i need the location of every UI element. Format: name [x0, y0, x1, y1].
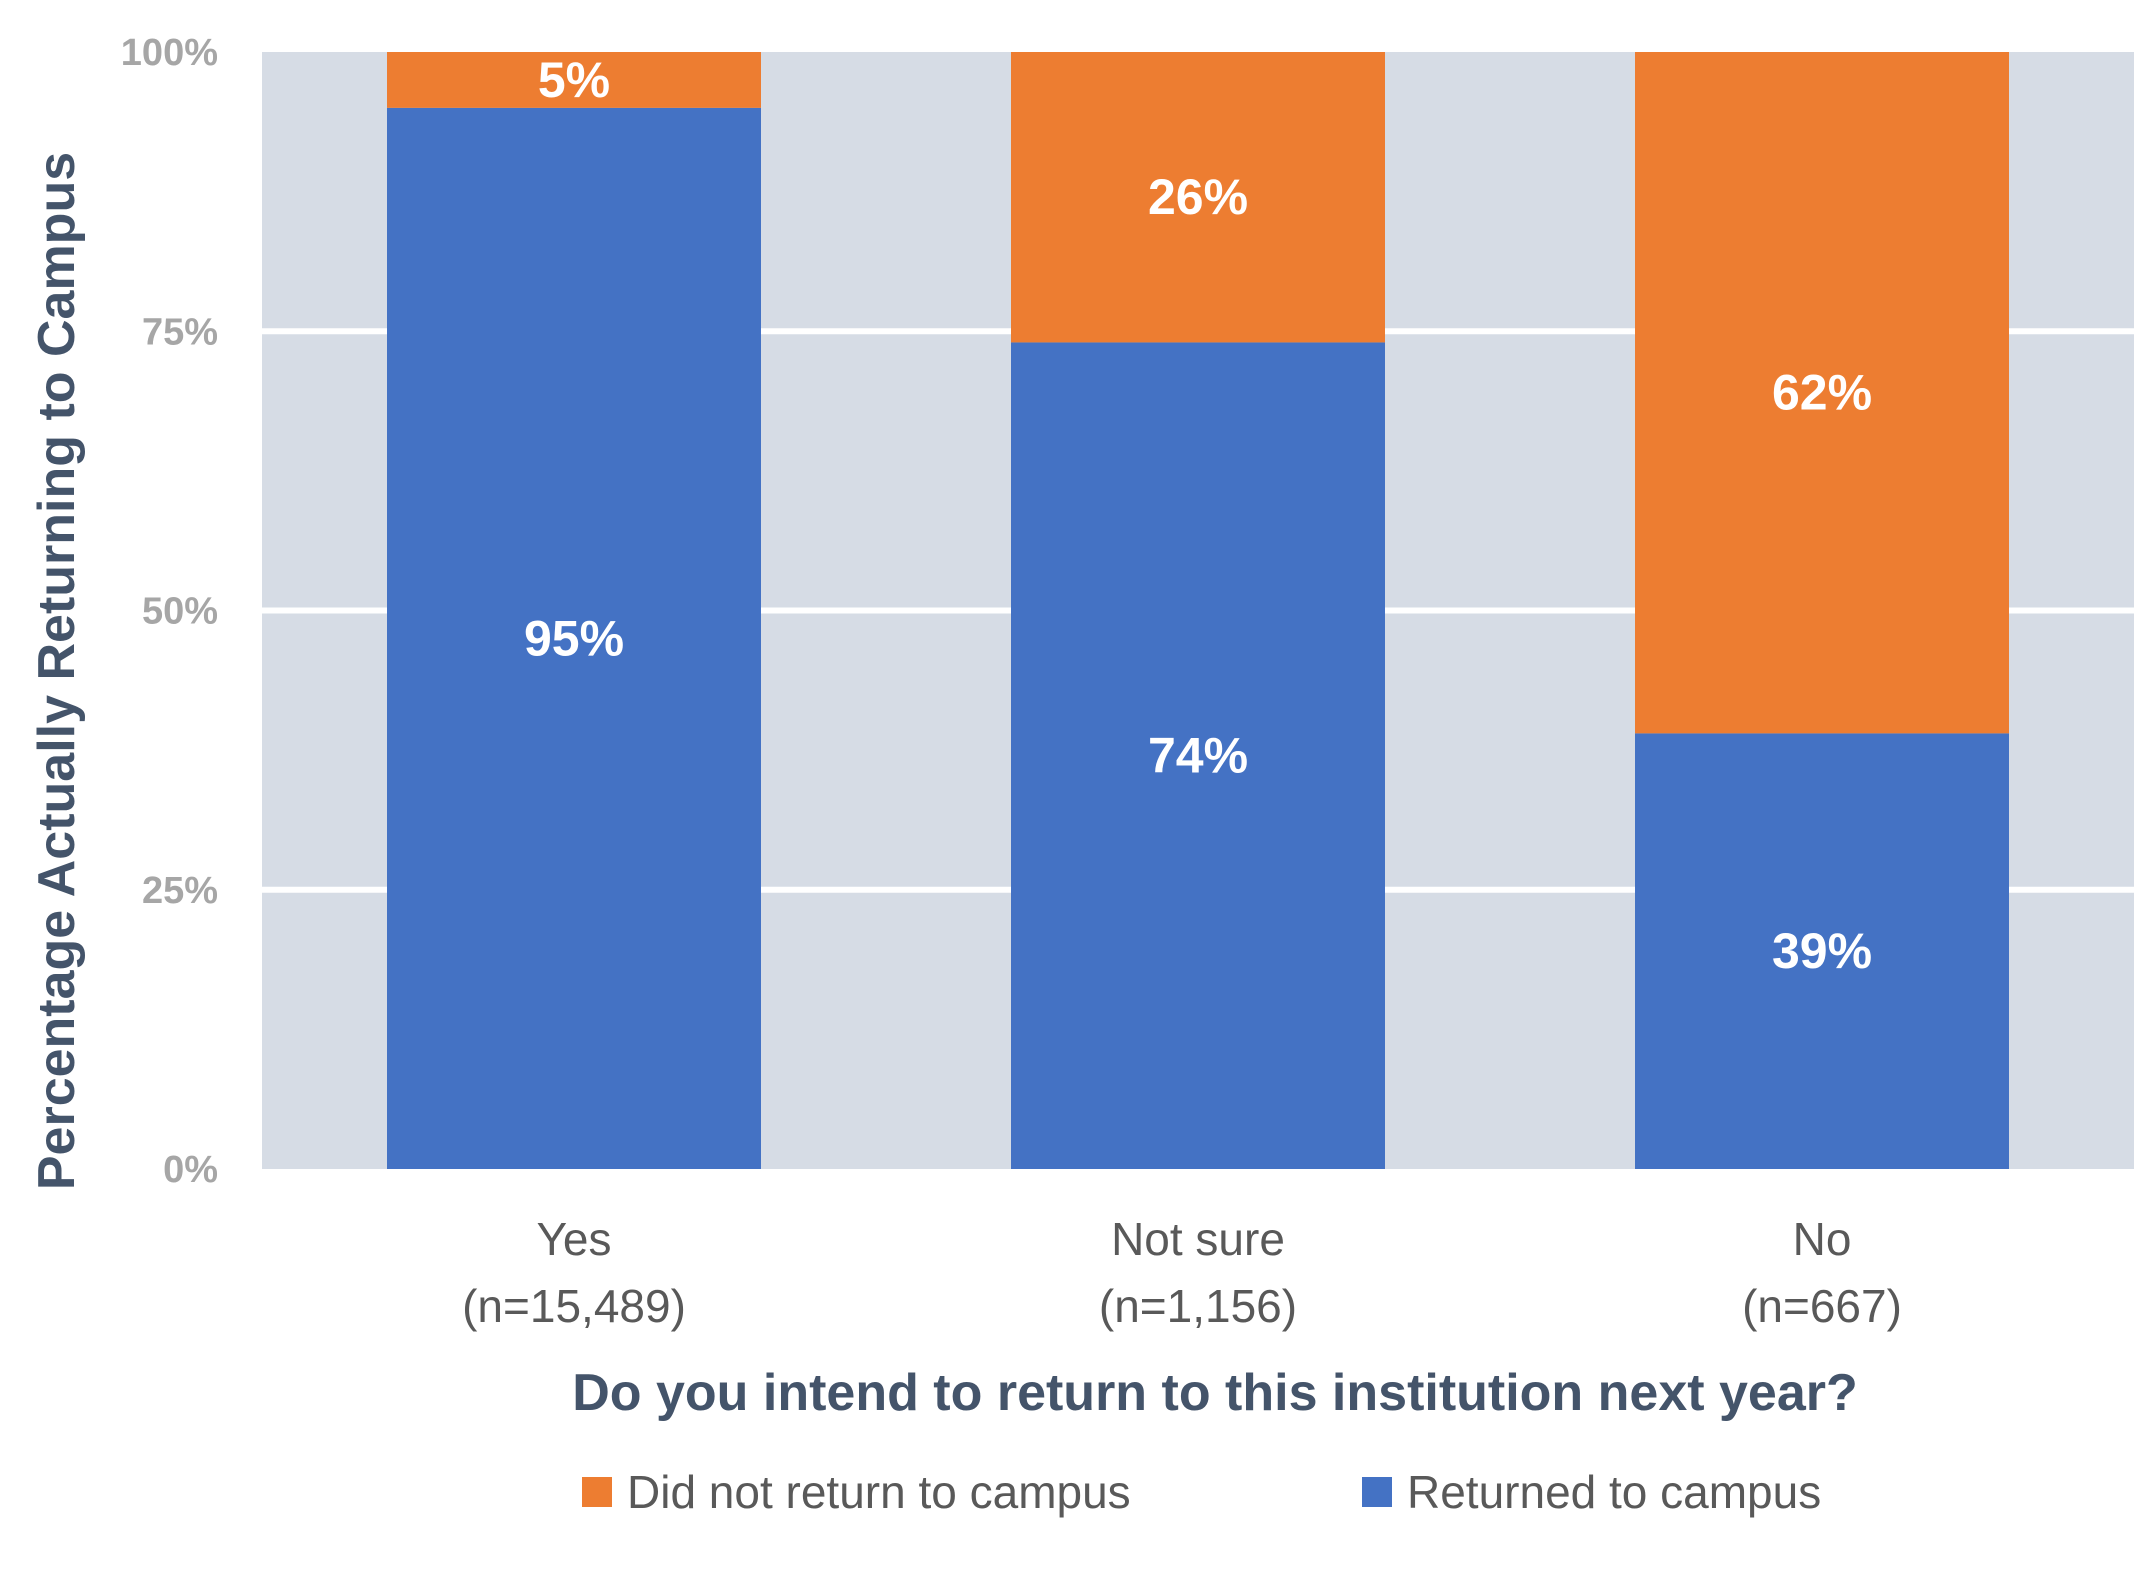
- bars: [387, 52, 2009, 1170]
- x-axis-title: Do you intend to return to this institut…: [572, 1364, 1858, 1422]
- bar-segment: [1011, 52, 1385, 343]
- data-label: 95%: [524, 610, 624, 666]
- data-label: 74%: [1148, 728, 1248, 784]
- x-category-count: (n=15,489): [462, 1280, 686, 1332]
- bar-segment: [1635, 733, 2009, 1169]
- x-category-count: (n=1,156): [1099, 1280, 1297, 1332]
- data-label: 26%: [1148, 169, 1248, 225]
- y-tick-label: 50%: [142, 591, 218, 633]
- legend-label: Returned to campus: [1407, 1466, 1821, 1518]
- y-tick-label: 75%: [142, 311, 218, 353]
- bar-segment: [1635, 52, 2009, 734]
- y-tick-label: 25%: [142, 870, 218, 912]
- data-label: 39%: [1772, 923, 1872, 979]
- legend-swatch: [582, 1477, 612, 1507]
- legend-label: Did not return to campus: [627, 1466, 1131, 1518]
- legend: Did not return to campus Returned to camp…: [582, 1466, 1821, 1518]
- x-category-label: Not sure: [1111, 1213, 1285, 1265]
- bar-segment: [387, 52, 761, 108]
- x-axis-categories: Yes (n=15,489) Not sure (n=1,156) No (n=667): [462, 1213, 1902, 1332]
- data-labels: 95% 5% 74% 26% 39% 62%: [524, 52, 1872, 979]
- x-category-label: Yes: [536, 1213, 611, 1265]
- data-label: 62%: [1772, 365, 1872, 421]
- bar-segment: [1011, 342, 1385, 1169]
- x-category-label: No: [1793, 1213, 1852, 1265]
- y-tick-label: 100%: [121, 32, 218, 74]
- y-axis-ticks: 0% 25% 50% 75% 100%: [121, 32, 218, 1191]
- bar-segment: [387, 107, 761, 1170]
- x-category-count: (n=667): [1742, 1280, 1902, 1332]
- y-axis-title: Percentage Actually Returning to Campus: [28, 152, 86, 1190]
- data-label: 5%: [538, 52, 610, 108]
- y-tick-label: 0%: [163, 1149, 218, 1191]
- legend-swatch: [1362, 1477, 1392, 1507]
